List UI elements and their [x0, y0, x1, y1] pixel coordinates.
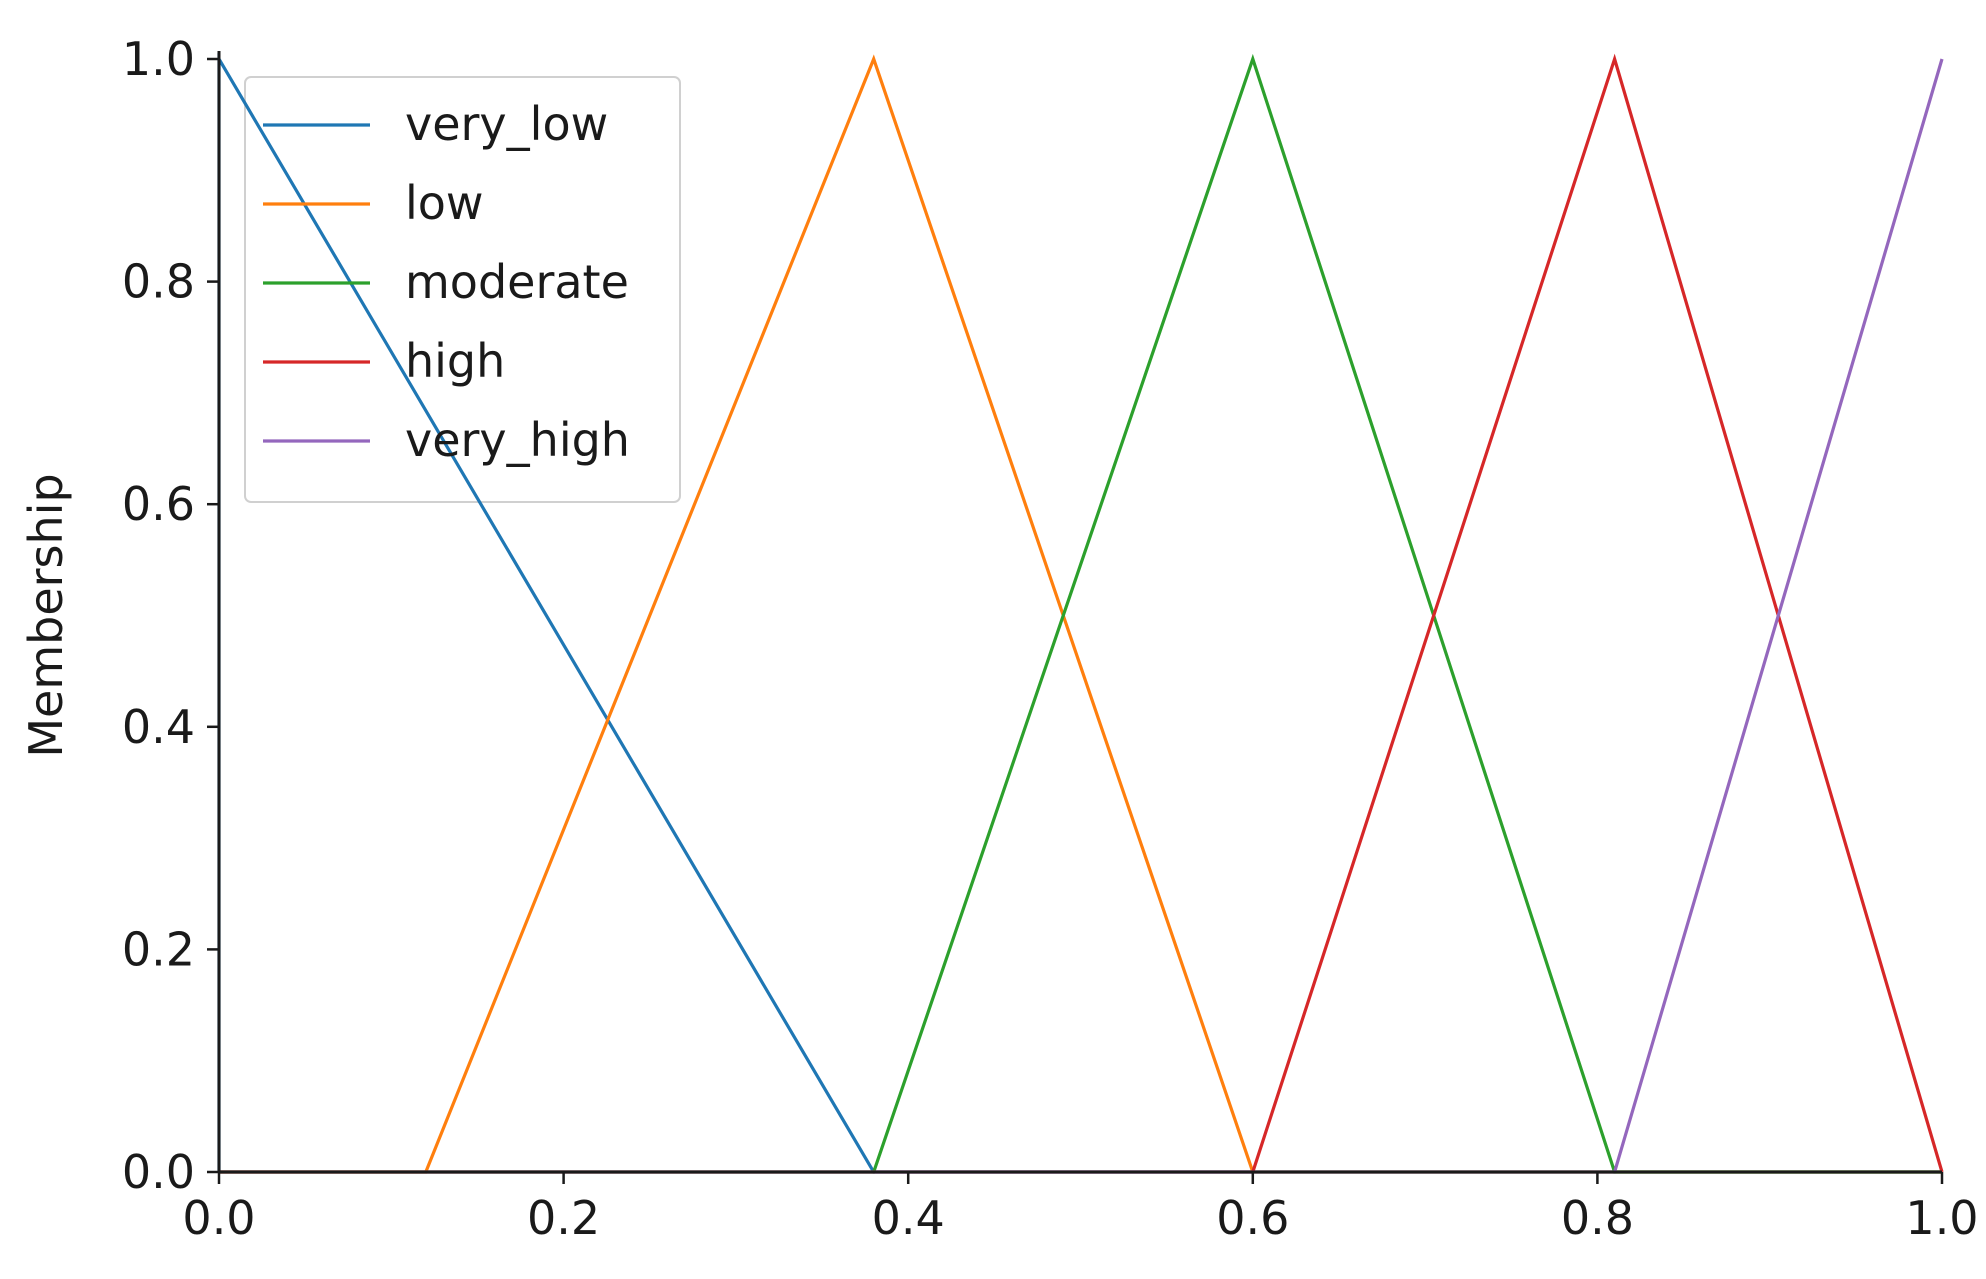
legend-label-low: low: [405, 176, 484, 230]
legend-box: [244, 76, 681, 503]
legend-label-very-low: very_low: [405, 97, 608, 151]
y-axis-label: Membership: [19, 473, 73, 757]
y-tick-label: 1.0: [122, 32, 195, 86]
x-tick-label: 0.0: [182, 1191, 255, 1245]
y-tick-label: 0.6: [122, 477, 195, 531]
legend-label-moderate: moderate: [405, 255, 629, 309]
x-tick-label: 0.8: [1561, 1191, 1634, 1245]
x-tick-label: 0.2: [527, 1191, 600, 1245]
legend-label-very-high: very_high: [405, 413, 630, 467]
x-tick-label: 0.4: [872, 1191, 945, 1245]
y-tick-label: 0.4: [122, 700, 195, 754]
x-tick-label: 0.6: [1216, 1191, 1289, 1245]
y-tick-label: 0.8: [122, 255, 195, 309]
y-tick-label: 0.0: [122, 1145, 195, 1199]
legend-label-high: high: [405, 334, 505, 388]
y-tick-label: 0.2: [122, 922, 195, 976]
x-tick-label: 1.0: [1905, 1191, 1978, 1245]
